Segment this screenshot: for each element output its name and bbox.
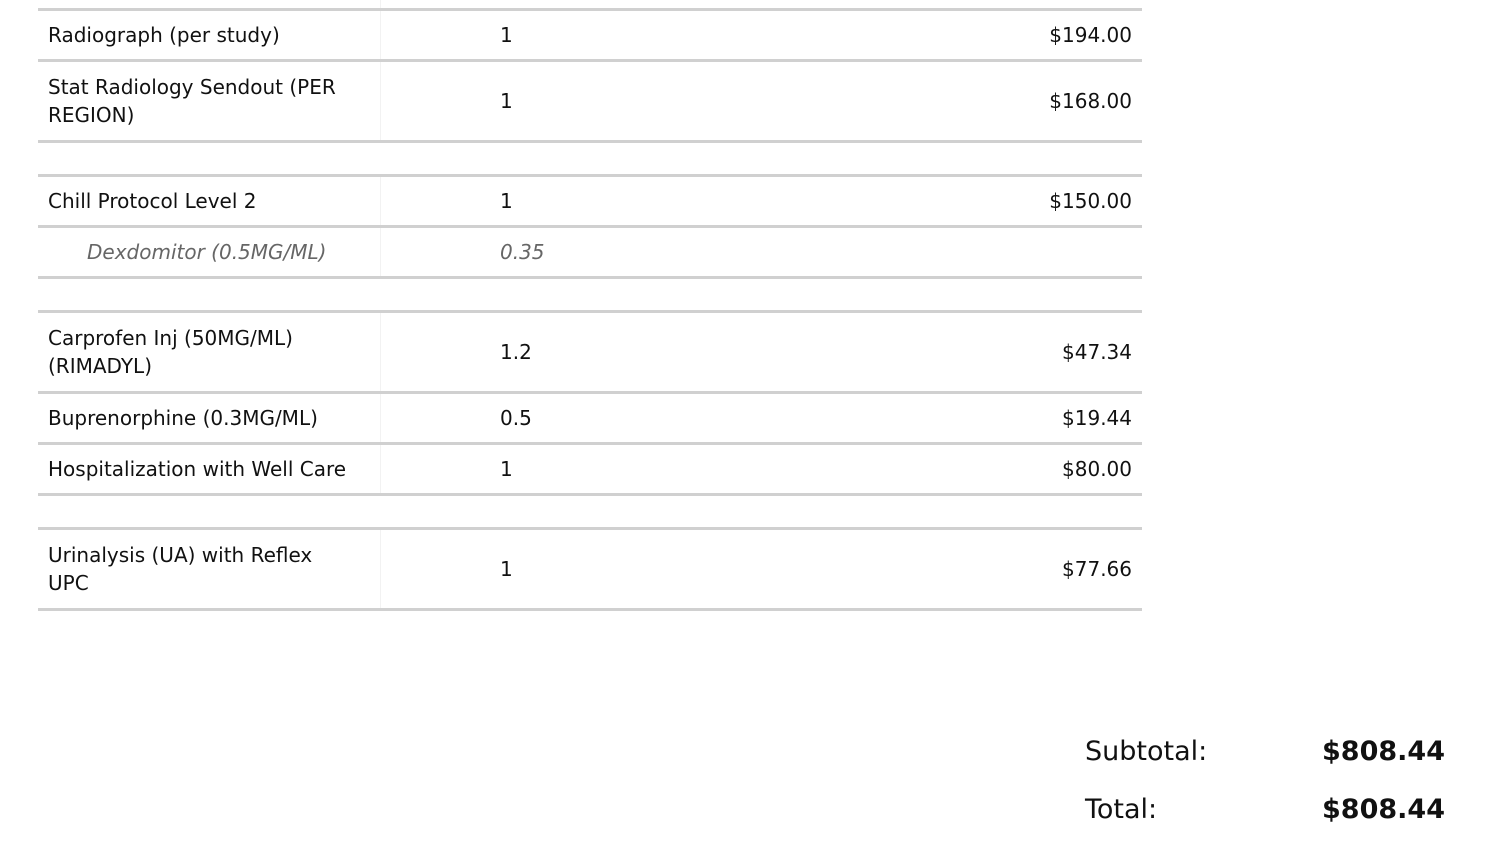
item-description: Stat Radiology Sendout (PER REGION)	[48, 62, 336, 140]
total-label: Total:	[1085, 794, 1158, 825]
column-separator	[380, 394, 381, 442]
line-item-row: Carprofen Inj (50MG/ML) (RIMADYL) 1.2 $47.3…	[38, 313, 1142, 394]
line-item-row: Radiograph (per study) 1 $194.00	[38, 11, 1142, 62]
description-line: UPC	[48, 571, 89, 595]
line-item-row: Urinalysis (UA) with Reflex UPC 1 $77.66	[38, 530, 1142, 611]
item-quantity: 1.2	[500, 340, 532, 364]
line-item-row: was Sammie 1 $0.00	[38, 0, 1142, 11]
description-line: Urinalysis (UA) with Reflex	[48, 543, 313, 567]
item-description: Urinalysis (UA) with Reflex UPC	[48, 530, 312, 608]
total-value: $808.44	[1322, 794, 1445, 825]
column-separator	[380, 313, 381, 391]
item-price: $77.66	[1062, 557, 1132, 581]
item-quantity: 1	[500, 0, 513, 8]
item-price: $47.34	[1062, 340, 1132, 364]
line-item-row: Dexdomitor (0.5MG/ML) 0.35	[38, 228, 1142, 279]
description-line: Hospitalization with Well Care	[48, 457, 347, 481]
item-price: $19.44	[1062, 406, 1132, 430]
item-price: $0.00	[1075, 0, 1132, 8]
description-line: Buprenorphine (0.3MG/ML)	[48, 406, 318, 430]
description-line: REGION)	[48, 103, 135, 127]
column-separator	[380, 62, 381, 140]
item-quantity: 1	[500, 89, 513, 113]
item-quantity: 0.5	[500, 406, 532, 430]
description-line: Chill Protocol Level 2	[48, 189, 257, 213]
item-description: Carprofen Inj (50MG/ML) (RIMADYL)	[48, 313, 293, 391]
item-description: Radiograph (per study)	[48, 11, 280, 59]
spacer-row	[38, 143, 1142, 177]
column-separator	[380, 445, 381, 493]
spacer-row	[38, 496, 1142, 530]
item-price: $168.00	[1049, 89, 1132, 113]
item-description: Chill Protocol Level 2	[48, 177, 257, 225]
item-description: Dexdomitor (0.5MG/ML)	[87, 228, 326, 276]
description-line: Stat Radiology Sendout (PER	[48, 75, 336, 99]
line-item-row: Buprenorphine (0.3MG/ML) 0.5 $19.44	[38, 394, 1142, 445]
subtotal-label: Subtotal:	[1085, 736, 1208, 767]
item-quantity: 1	[500, 557, 513, 581]
column-separator	[380, 11, 381, 59]
item-description: was Sammie	[48, 0, 175, 8]
subtotal-value: $808.44	[1322, 736, 1445, 767]
item-price: $80.00	[1062, 457, 1132, 481]
item-quantity: 1	[500, 23, 513, 47]
line-item-row: Chill Protocol Level 2 1 $150.00	[38, 177, 1142, 228]
spacer-row	[38, 279, 1142, 313]
column-separator	[380, 177, 381, 225]
item-price: $150.00	[1049, 189, 1132, 213]
line-item-row: Hospitalization with Well Care 1 $80.00	[38, 445, 1142, 496]
description-line: Radiograph (per study)	[48, 23, 280, 47]
line-item-row: Stat Radiology Sendout (PER REGION) 1 $168.…	[38, 62, 1142, 143]
item-quantity: 1	[500, 189, 513, 213]
item-quantity: 1	[500, 457, 513, 481]
description-line: Carprofen Inj (50MG/ML)	[48, 326, 293, 350]
description-line: (RIMADYL)	[48, 354, 153, 378]
item-price: $194.00	[1049, 23, 1132, 47]
item-quantity: 0.35	[500, 240, 545, 264]
column-separator	[380, 530, 381, 608]
item-description: Buprenorphine (0.3MG/ML)	[48, 394, 318, 442]
column-separator	[380, 0, 381, 8]
column-separator	[380, 228, 381, 276]
item-description: Hospitalization with Well Care	[48, 445, 346, 493]
description-line: Dexdomitor (0.5MG/ML)	[87, 240, 327, 264]
